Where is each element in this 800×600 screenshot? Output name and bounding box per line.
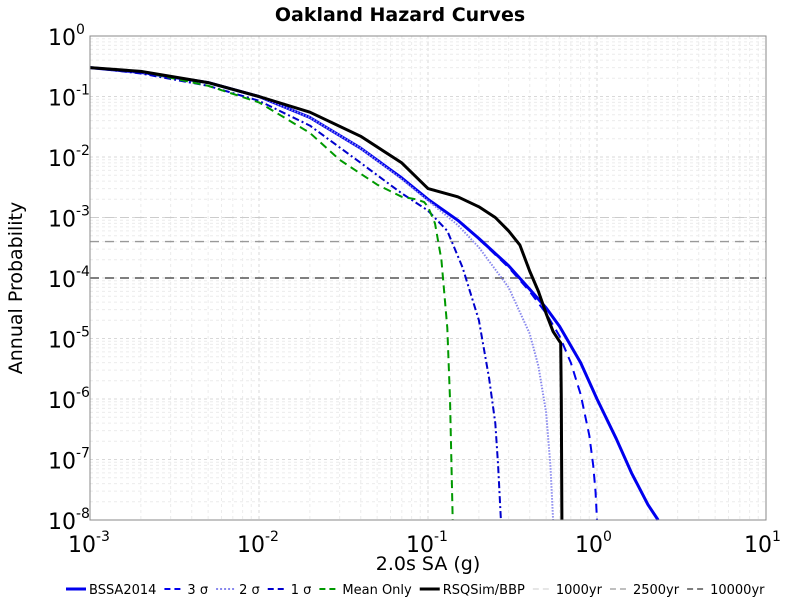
legend-item-4: Mean Only (319, 583, 412, 598)
legend-item-2: 2 σ (216, 583, 260, 598)
reference-lines (90, 217, 766, 279)
x-axis-label: 2.0s SA (g) (376, 553, 481, 575)
legend-item-0: BSSA2014 (66, 583, 156, 598)
y-tick-label: 10-1 (48, 83, 90, 112)
chart-title: Oakland Hazard Curves (275, 4, 525, 26)
y-axis-ticks: 100 10-1 10-2 10-3 10-4 10-5 10-6 10-7 10-8 (48, 22, 90, 535)
y-tick-label: 10-7 (48, 446, 90, 475)
legend-label: 3 σ (187, 583, 208, 598)
legend-item-1: 3 σ (164, 583, 208, 598)
series-lines (89, 66, 660, 521)
x-axis-ticks: 10-3 10-2 10-1 100 101 (68, 529, 781, 558)
y-tick-label: 10-3 (48, 204, 90, 233)
legend-item-6: 1000yr (532, 583, 603, 598)
legend-label: RSQSim/BBP (443, 583, 525, 598)
y-tick-label: 10-6 (48, 385, 90, 414)
y-tick-label: 10-8 (48, 506, 90, 535)
series-line-5 (89, 66, 564, 521)
series-line-1 (89, 66, 598, 521)
y-axis-label: Annual Probability (5, 202, 27, 375)
series-line-4 (89, 66, 454, 521)
series-line-0 (89, 66, 660, 521)
y-tick-label: 100 (48, 22, 85, 51)
legend-item-5: RSQSim/BBP (419, 583, 525, 598)
legend-label: 10000yr (710, 583, 765, 598)
plot-frame (89, 35, 767, 521)
series-line-2 (89, 66, 555, 521)
x-tick-label: 101 (744, 529, 781, 558)
y-tick-label: 10-5 (48, 325, 90, 354)
x-tick-label: 10-2 (237, 529, 279, 558)
legend-item-8: 10000yr (687, 583, 765, 598)
legend-label: Mean Only (342, 583, 412, 598)
x-tick-label: 10-3 (68, 529, 110, 558)
legend-label: 1 σ (291, 583, 312, 598)
legend-label: 2 σ (239, 583, 260, 598)
legend-label: 1000yr (556, 583, 603, 598)
legend: BSSA2014 3 σ 2 σ 1 σ Mean Only RSQSim/BBP 1000… (66, 583, 765, 598)
y-tick-label: 10-4 (48, 264, 90, 293)
x-tick-label: 10-1 (406, 529, 448, 558)
series-line-3 (89, 66, 502, 521)
legend-item-7: 2500yr (609, 583, 680, 598)
legend-item-3: 1 σ (267, 583, 312, 598)
x-tick-label: 100 (575, 529, 612, 558)
legend-label: BSSA2014 (89, 583, 156, 598)
y-tick-label: 10-2 (48, 143, 90, 172)
legend-label: 2500yr (633, 583, 680, 598)
